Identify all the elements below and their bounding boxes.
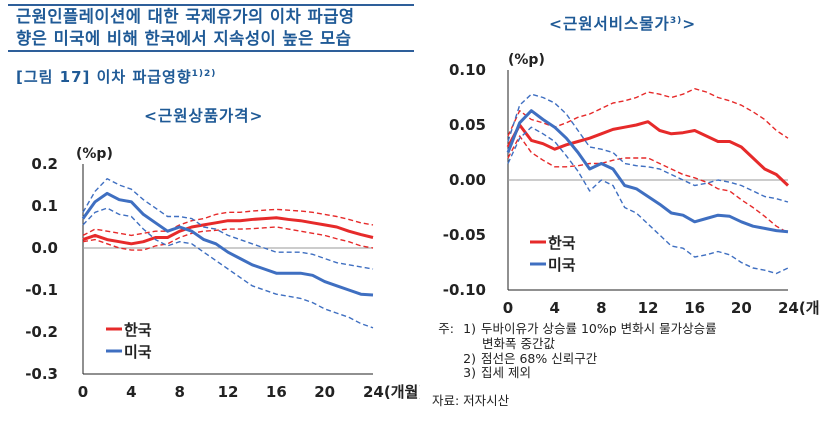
note-text-3: 집세 제외 [481, 365, 531, 381]
x-tick-label: 24(개월) [363, 383, 420, 401]
x-tick-label: 0 [78, 383, 88, 401]
x-tick-label: 12 [218, 383, 239, 401]
band-line-ko_lower [507, 135, 789, 234]
y-unit-label: (%p) [76, 146, 113, 162]
band-line-us_lower [507, 126, 789, 275]
y-tick-label: -0.05 [443, 226, 486, 244]
note-marker-1: 1) [463, 321, 476, 336]
x-tick-label: 8 [596, 299, 606, 317]
legend-label: 미국 [548, 256, 576, 274]
legend-label: 한국 [548, 234, 576, 252]
note-text-1: 두바이유가 상승률 10%p 변화시 물가상승률 [481, 321, 717, 336]
band-line-ko_lower [82, 226, 374, 251]
title-box: 근원인플레이션에 대한 국제유가의 이차 파급영 향은 미국에 비해 한국에서 … [8, 4, 414, 52]
x-tick-label: 16 [266, 383, 287, 401]
figure-caption: [그림 17] 이차 파급영향1)2) [16, 66, 216, 87]
left-panel-title-text: <근원상품가격> [144, 107, 264, 125]
y-tick-label: 0.10 [449, 61, 486, 79]
x-tick-label: 4 [126, 383, 136, 401]
y-tick-label: 0.05 [449, 116, 486, 134]
x-tick-label: 4 [549, 299, 559, 317]
y-tick-label: -0.1 [25, 281, 58, 299]
y-tick-label: 0.00 [449, 171, 486, 189]
title-line-1: 근원인플레이션에 대한 국제유가의 이차 파급영 [16, 7, 355, 26]
x-tick-label: 20 [731, 299, 752, 317]
band-line-us_lower [82, 207, 374, 329]
legend-label: 미국 [124, 343, 152, 361]
note-marker-3: 3) [463, 365, 476, 381]
note-marker-2: 2) [463, 350, 476, 366]
left-panel-title: <근원상품가격> [144, 104, 264, 126]
x-tick-label: 24(개월) [778, 299, 820, 317]
band-line-ko_upper [82, 208, 374, 237]
y-tick-label: 0.2 [31, 155, 58, 173]
right-panel-title-end: > [682, 15, 697, 33]
note-row-1: 주: 1) 두바이유가 상승률 10%p 변화시 물가상승률 [432, 321, 717, 337]
right-panel-title-sup: 3) [669, 15, 683, 26]
figure-label: [그림 17] 이차 파급영향 [16, 68, 192, 86]
note-row-1-cont: 변화폭 중간값 [432, 335, 717, 352]
source-note: 자료: 저자시산 [432, 393, 510, 408]
x-tick-label: 16 [684, 299, 705, 317]
note-row-3: 3) 집세 제외 [432, 366, 717, 381]
band-line-us_upper [507, 93, 789, 203]
y-tick-label: 0.1 [31, 197, 58, 215]
y-tick-label: 0.0 [31, 239, 58, 257]
right-panel-title: <근원서비스물가3)> [549, 12, 696, 34]
series-line-us [81, 191, 374, 297]
x-tick-label: 12 [638, 299, 659, 317]
y-tick-label: -0.2 [25, 323, 58, 341]
note-label: 주: [438, 321, 454, 336]
title-line-2: 향은 미국에 비해 한국에서 지속성이 높은 모습 [16, 29, 352, 48]
right-chart: 0.10 0.05 0.00 -0.05 -0.10 (%p) 0 4 8 12 16 20 24(개월… [443, 52, 820, 317]
series-line-korea [506, 120, 790, 187]
y-tick-label: -0.10 [443, 281, 486, 299]
note-text-1-cont: 변화폭 중간값 [482, 335, 555, 351]
left-chart: 0.2 0.1 0.0 -0.1 -0.2 -0.3 (%p) 0 4 8 12 16 20 24(개월)… [25, 146, 420, 401]
note-text-2: 점선은 68% 신뢰구간 [481, 350, 598, 366]
series-line-korea [82, 216, 374, 246]
band-line-us_upper [82, 178, 374, 270]
y-tick-label: -0.3 [25, 365, 58, 383]
legend-label: 한국 [124, 321, 152, 339]
band-line-ko_upper [507, 88, 789, 139]
series-line-us [506, 109, 789, 234]
notes: 주: 1) 두바이유가 상승률 10%p 변화시 물가상승률 변화폭 중간값 2… [432, 321, 717, 381]
note-row-2: 2) 점선은 68% 신뢰구간 [432, 350, 717, 367]
x-tick-label: 8 [174, 383, 184, 401]
figure-sup: 1)2) [191, 69, 217, 79]
x-tick-label: 0 [503, 299, 513, 317]
right-panel-title-text: <근원서비스물가 [549, 15, 670, 33]
x-tick-label: 20 [314, 383, 335, 401]
y-unit-label: (%p) [508, 52, 545, 68]
